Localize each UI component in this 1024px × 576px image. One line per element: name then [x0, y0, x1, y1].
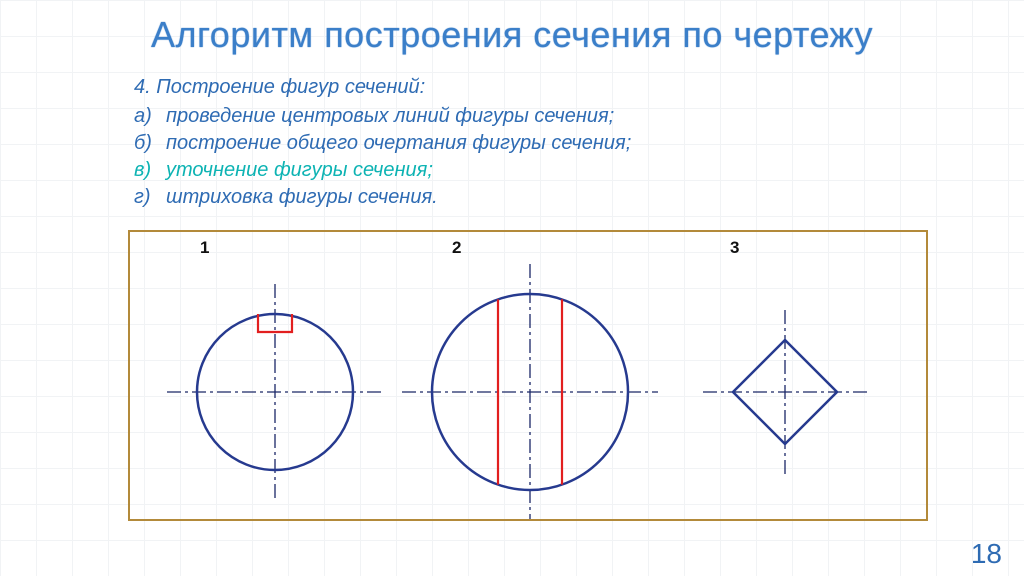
list-item: б) построение общего очертания фигуры сеч…	[134, 130, 631, 157]
list-text: уточнение фигуры сечения;	[166, 159, 433, 181]
list-marker: а)	[134, 103, 152, 130]
page-title: Алгоритм построения сечения по чертежу	[0, 14, 1024, 56]
step-heading: 4. Построение фигур сечений:	[134, 74, 631, 101]
list-item: г) штриховка фигуры сечения.	[134, 184, 631, 211]
list-marker: г)	[134, 184, 151, 211]
step-list: а) проведение центровых линий фигуры сече…	[134, 103, 631, 211]
figure-label-1: 1	[200, 238, 209, 258]
page-number: 18	[971, 538, 1002, 570]
list-text: проведение центровых линий фигуры сечени…	[166, 105, 614, 127]
list-item: а) проведение центровых линий фигуры сече…	[134, 103, 631, 130]
diagram-svg	[130, 232, 926, 519]
list-text: штриховка фигуры сечения.	[166, 186, 438, 208]
list-item: в) уточнение фигуры сечения;	[134, 157, 631, 184]
text-block: 4. Построение фигур сечений: а) проведени…	[134, 74, 631, 211]
list-marker: в)	[134, 157, 151, 184]
list-marker: б)	[134, 130, 152, 157]
diagram-frame: 1 2 3	[128, 230, 928, 521]
figure-label-3: 3	[730, 238, 739, 258]
figure-label-2: 2	[452, 238, 461, 258]
list-text: построение общего очертания фигуры сечен…	[166, 132, 631, 154]
